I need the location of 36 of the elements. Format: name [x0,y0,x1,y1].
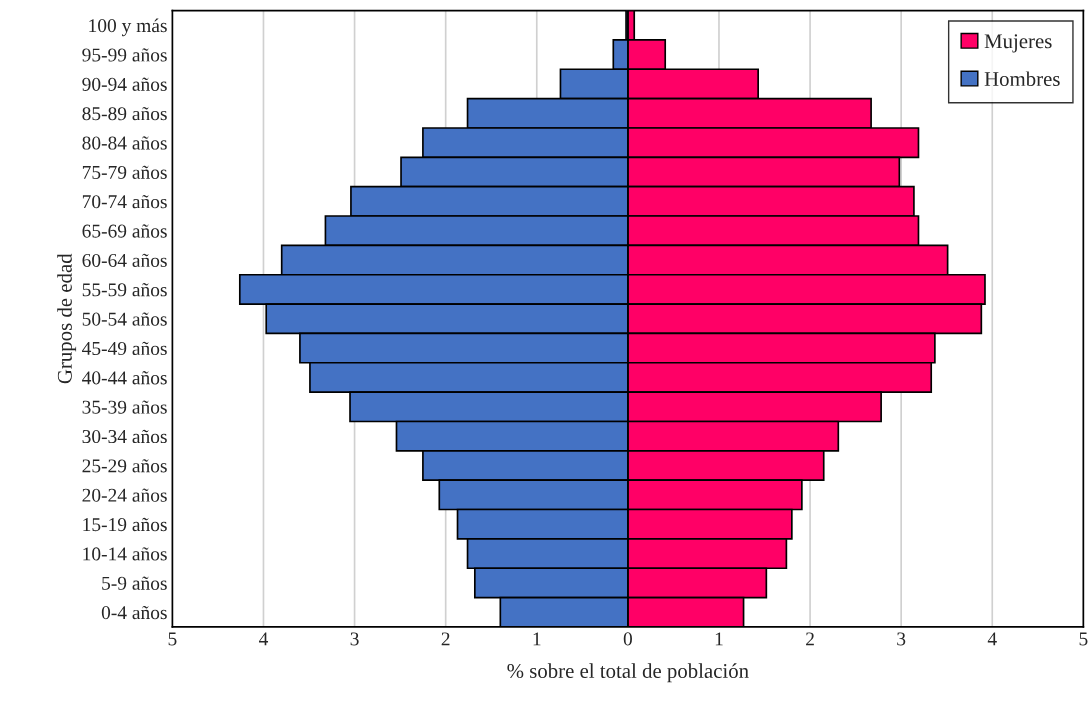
y-tick-label: 35-39 años [82,400,167,414]
legend-label: Mujeres [984,34,1052,53]
y-tick-label: 25-29 años [82,459,167,473]
y-tick-label: 90-94 años [82,77,167,91]
y-tick-label: 15-19 años [83,517,167,532]
y-tick-label: 65-69 años [82,224,167,238]
y-tick-label: 5-9 años [102,576,167,590]
x-tick-label: 1 [533,632,541,646]
x-tick-label: 4 [259,632,269,646]
x-tick-label: 0 [623,632,632,646]
y-tick-label: 50-54 años [82,312,167,326]
legend-label: Hombres [984,71,1060,87]
x-axis-title: % sobre el total de población [507,663,749,683]
x-tick-label: 2 [806,632,814,646]
y-tick-label: 55-59 años [82,283,167,297]
y-tick-label: 70-74 años [82,195,167,209]
y-tick-label: 75-79 años [82,165,167,179]
x-tick-label: 5 [168,632,177,646]
y-tick-label: 80-84 años [82,136,167,150]
y-tick-label: 30-34 años [82,429,167,444]
y-tick-label: 10-14 años [83,547,167,561]
y-tick-label: 40-44 años [82,371,167,385]
x-tick-label: 5 [1079,632,1088,646]
y-tick-label: 60-64 años [82,253,167,267]
x-tick-label: 3 [350,632,359,646]
y-axis-title: Grupos de edad [57,253,77,384]
y-tick-label: 0-4 años [101,605,167,620]
y-tick-label: 95-99 años [82,48,167,62]
y-tick-label: 100 y más [89,18,167,37]
x-tick-label: 1 [715,632,723,646]
y-tick-label: 20-24 años [82,488,167,502]
x-tick-label: 4 [987,632,997,646]
y-tick-label: 45-49 años [82,341,167,356]
y-tick-label: 85-89 años [82,106,167,121]
x-tick-label: 3 [897,632,906,646]
x-tick-label: 2 [441,632,450,646]
